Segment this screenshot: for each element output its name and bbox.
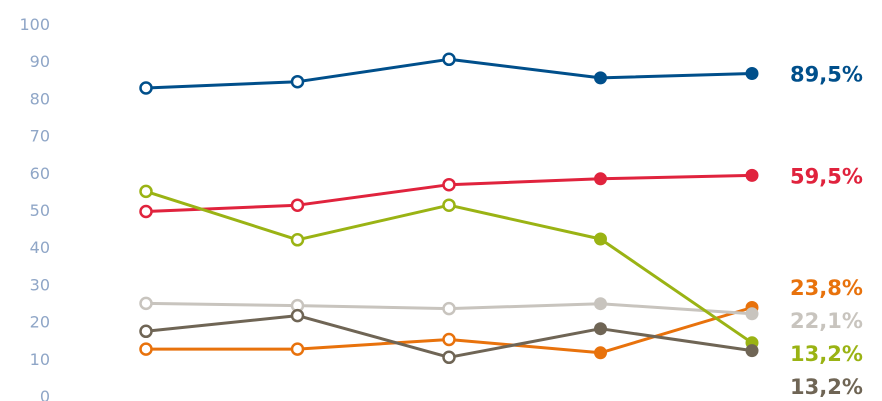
y-tick-label-70: 70 [30, 127, 50, 146]
data-point-4-1 [292, 234, 303, 245]
y-tick-label-100: 100 [19, 15, 50, 34]
end-value-label-4: 13,2% [790, 342, 863, 366]
y-tick-label-0: 0 [40, 387, 50, 401]
series-3 [141, 297, 759, 320]
data-point-0-4 [746, 67, 759, 80]
data-point-3-0 [141, 298, 152, 309]
data-point-0-3 [594, 71, 607, 84]
series-0 [141, 54, 759, 94]
data-point-3-2 [444, 303, 455, 314]
data-point-1-1 [292, 200, 303, 211]
data-point-3-4 [746, 307, 759, 320]
data-point-0-0 [141, 83, 152, 94]
data-point-5-1 [292, 310, 303, 321]
series-4 [141, 186, 759, 349]
data-point-4-3 [594, 233, 607, 246]
y-tick-label-60: 60 [30, 164, 50, 183]
data-point-4-2 [444, 200, 455, 211]
data-point-5-2 [444, 352, 455, 363]
data-point-2-1 [292, 344, 303, 355]
data-point-2-0 [141, 344, 152, 355]
data-point-1-2 [444, 179, 455, 190]
data-point-2-2 [444, 334, 455, 345]
data-point-0-2 [444, 54, 455, 65]
y-tick-label-90: 90 [30, 52, 50, 71]
y-tick-label-40: 40 [30, 238, 50, 257]
series-line-4 [146, 191, 752, 342]
data-point-5-0 [141, 326, 152, 337]
end-value-label-0: 89,5% [790, 63, 863, 87]
end-value-label-2: 23,8% [790, 276, 863, 300]
y-tick-label-20: 20 [30, 313, 50, 332]
y-tick-label-30: 30 [30, 275, 50, 294]
data-point-4-0 [141, 186, 152, 197]
y-tick-label-50: 50 [30, 201, 50, 220]
data-point-1-4 [746, 169, 759, 182]
data-point-3-3 [594, 297, 607, 310]
end-value-label-3: 22,1% [790, 309, 863, 333]
y-tick-label-10: 10 [30, 350, 50, 369]
y-axis: 0 10 20 30 40 50 60 70 80 90 100 [19, 15, 50, 401]
data-point-1-0 [141, 206, 152, 217]
data-point-1-3 [594, 172, 607, 185]
end-value-label-1: 59,5% [790, 164, 863, 188]
end-labels: 89,5% 59,5% 23,8% 22,1% 13,2% 13,2% [790, 63, 863, 400]
series-layer [141, 54, 759, 363]
end-value-label-5: 13,2% [790, 375, 863, 399]
data-point-0-1 [292, 76, 303, 87]
data-point-5-4 [746, 344, 759, 357]
data-point-2-3 [594, 346, 607, 359]
y-tick-label-80: 80 [30, 89, 50, 108]
data-point-5-3 [594, 322, 607, 335]
